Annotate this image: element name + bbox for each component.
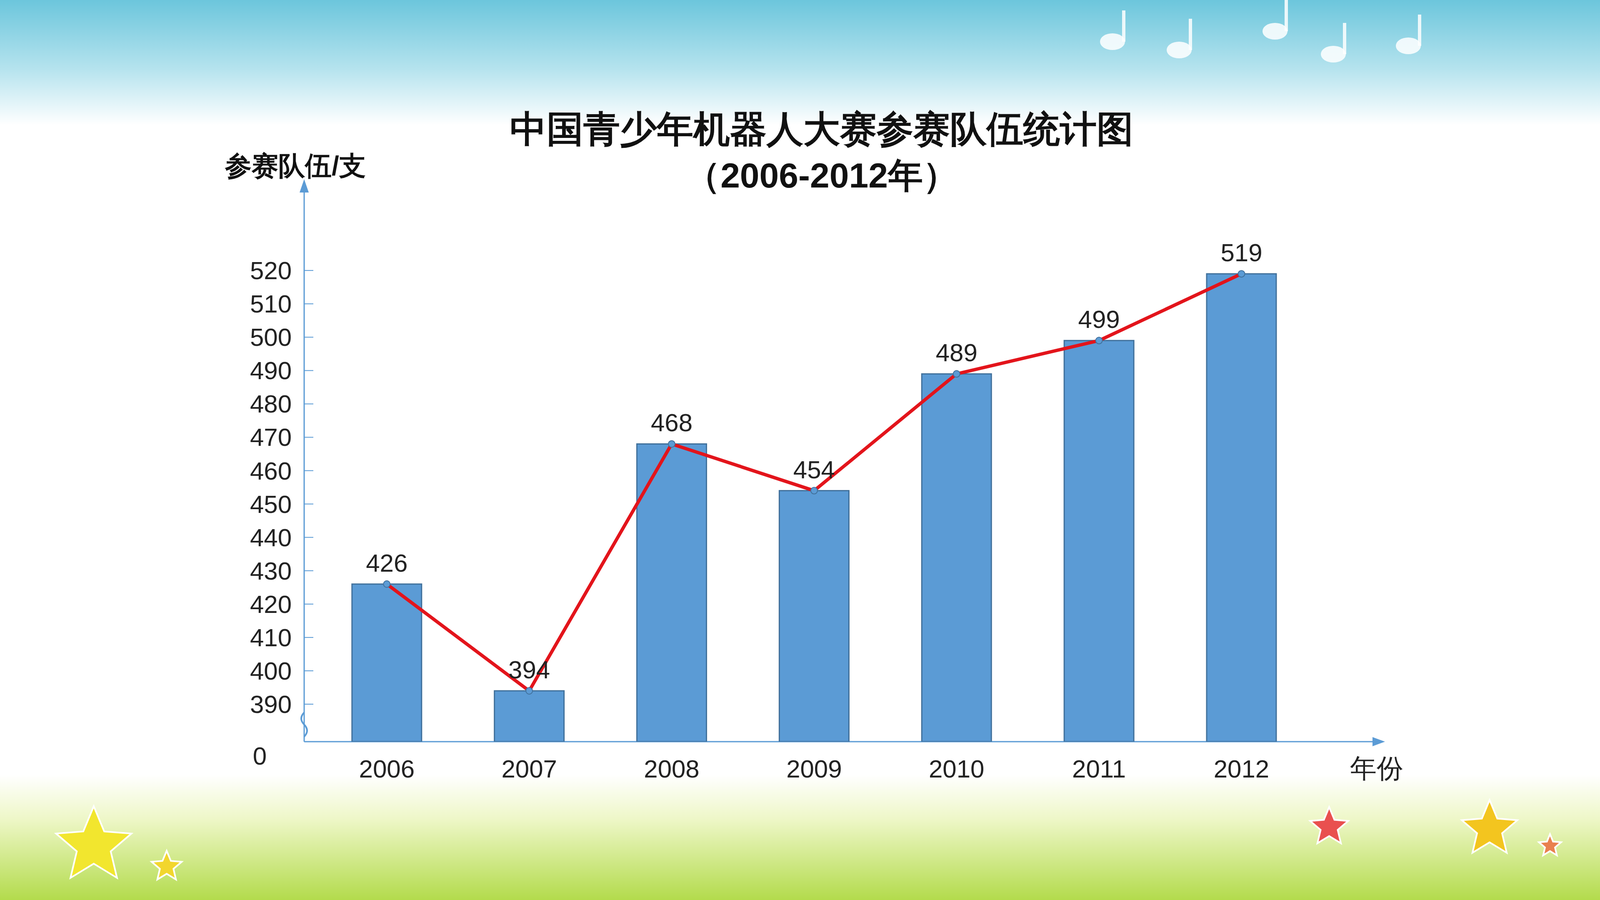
line-marker <box>1095 337 1103 344</box>
x-tick-label: 2012 <box>1213 755 1270 783</box>
line-marker <box>668 440 675 448</box>
line-marker <box>953 370 960 378</box>
data-label: 454 <box>793 455 835 484</box>
y-tick <box>304 370 314 371</box>
x-tick-label: 2011 <box>1072 755 1126 783</box>
y-tick-label: 480 <box>250 390 292 418</box>
note-decoration <box>1284 0 1288 32</box>
bar <box>494 690 565 742</box>
note-decoration <box>1122 10 1126 42</box>
data-label: 489 <box>935 338 978 367</box>
y-tick <box>304 603 314 605</box>
y-tick-label: 490 <box>250 356 292 385</box>
y-tick-label: 400 <box>250 657 292 685</box>
axis-break <box>301 712 308 737</box>
star-decoration <box>56 806 132 878</box>
note-decoration <box>1188 18 1193 50</box>
y-tick <box>304 537 314 538</box>
y-tick-label: 460 <box>250 457 292 485</box>
chart-subtitle: （2006-2012年） <box>685 155 958 195</box>
star-decoration <box>151 850 182 880</box>
y-tick <box>304 303 314 305</box>
data-label: 394 <box>508 655 550 684</box>
line-marker <box>383 580 390 588</box>
note-decoration <box>1342 22 1347 55</box>
line-marker <box>810 487 818 495</box>
note-decoration <box>1100 33 1125 50</box>
x-tick-label: 2006 <box>359 755 415 783</box>
y-tick-label: 420 <box>250 590 292 619</box>
y-tick-label: 440 <box>250 523 292 552</box>
y-tick <box>304 270 314 271</box>
y-tick <box>304 570 314 572</box>
y-tick <box>304 637 314 638</box>
y-tick <box>304 403 314 405</box>
y-tick <box>304 741 314 743</box>
y-tick-label: 410 <box>250 623 292 652</box>
y-tick-label: 390 <box>250 690 292 719</box>
y-tick-label: 500 <box>250 323 292 352</box>
grass-band <box>0 775 1600 900</box>
bar <box>352 584 422 742</box>
plot-marks <box>352 270 1277 742</box>
x-axis-title: 年份 <box>1350 753 1404 784</box>
star-decoration <box>1538 834 1561 856</box>
line-marker <box>525 687 533 695</box>
note-decoration <box>1320 45 1346 63</box>
x-axis-arrow <box>1372 737 1385 747</box>
y-tick <box>304 503 314 505</box>
y-tick-label: 520 <box>250 256 292 285</box>
note-decoration <box>1395 37 1421 55</box>
line-marker <box>1237 270 1245 278</box>
line <box>386 273 1242 691</box>
note-decoration <box>1166 41 1192 59</box>
note-decoration <box>1417 14 1422 46</box>
y-axis-line <box>303 189 305 742</box>
chart-title: 中国青少年机器人大赛参赛队伍统计图 <box>510 108 1134 150</box>
y-tick-label: 470 <box>250 423 292 452</box>
x-tick-label: 2010 <box>928 755 985 783</box>
y-tick-label: 450 <box>250 490 292 519</box>
y-tick-label: 430 <box>250 557 292 585</box>
x-tick-label: 2009 <box>786 755 842 783</box>
y-axis-title: 参赛队伍/支 <box>224 150 366 181</box>
star-decoration <box>1310 807 1348 844</box>
data-label: 468 <box>650 408 693 437</box>
note-decoration <box>1262 22 1288 40</box>
star-decoration <box>1461 800 1518 853</box>
sky-band <box>0 0 1600 125</box>
y-axis-arrow <box>299 179 309 193</box>
y-tick-label: 0 <box>252 742 267 770</box>
y-tick <box>304 470 314 472</box>
background <box>0 0 1600 900</box>
bar <box>1064 340 1134 742</box>
y-tick <box>304 670 314 672</box>
y-tick <box>304 703 314 705</box>
x-tick-label: 2007 <box>501 755 557 783</box>
data-label: 426 <box>365 549 408 578</box>
bar <box>1206 273 1277 742</box>
bar <box>921 373 992 742</box>
y-tick <box>304 436 314 438</box>
bar <box>779 490 849 742</box>
y-tick <box>304 336 314 338</box>
y-tick-label: 510 <box>250 290 292 318</box>
x-tick-label: 2008 <box>643 755 700 783</box>
data-label: 519 <box>1220 238 1263 267</box>
data-label: 499 <box>1078 305 1120 334</box>
